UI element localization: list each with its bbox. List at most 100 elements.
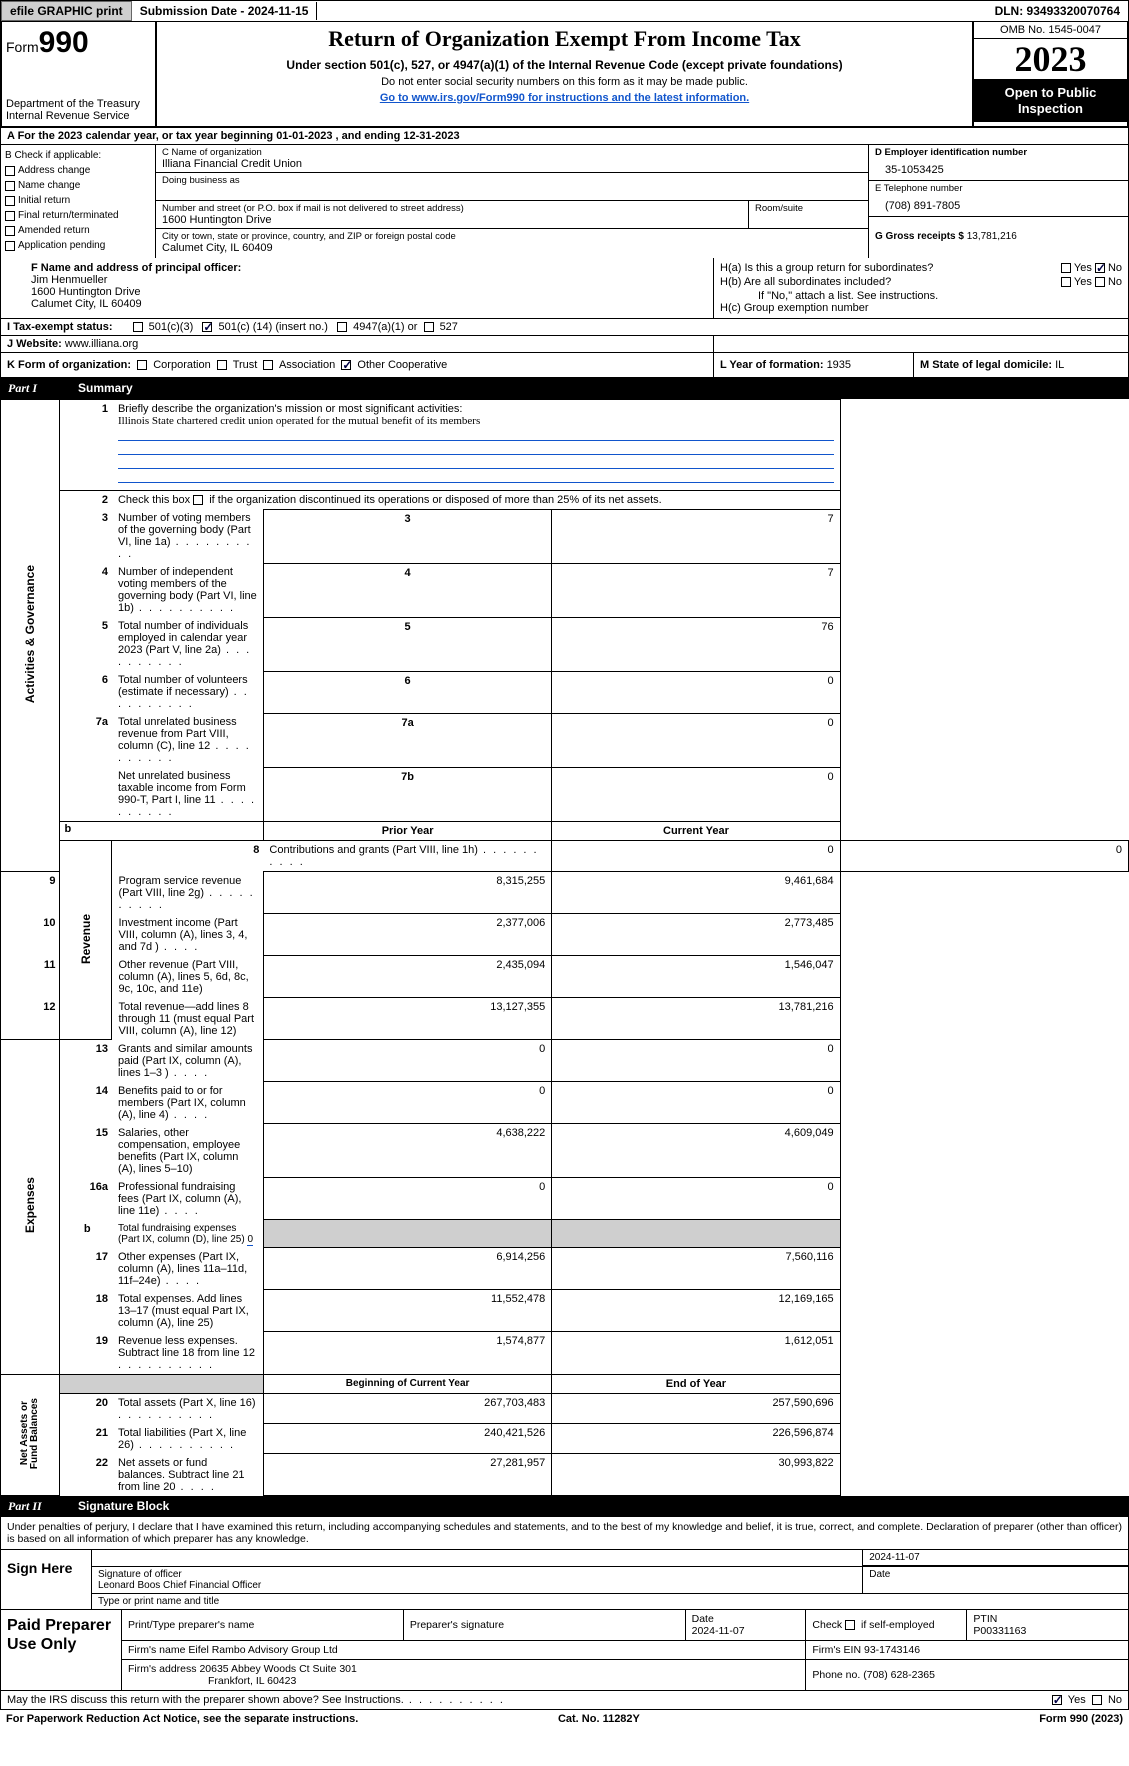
part2-header: Part IISignature Block [0,1496,1129,1517]
hdr-prior-year: Prior Year [263,822,551,841]
topbar: efile GRAPHIC print Submission Date - 20… [0,0,1129,22]
row-i-tax-status: I Tax-exempt status: 501(c)(3) 501(c) (1… [0,319,1129,336]
paid-preparer-label: Paid Preparer Use Only [1,1610,121,1690]
firm-addr1: 20635 Abbey Woods Ct Suite 301 [199,1663,356,1675]
chk-address-change[interactable]: Address change [5,164,151,178]
submission-date: Submission Date - 2024-11-15 [132,2,318,20]
dept-treasury: Department of the Treasury Internal Reve… [6,98,151,122]
telephone: (708) 891-7805 [875,194,1122,214]
principal-officer: F Name and address of principal officer:… [1,258,713,318]
ha-yes-checkbox[interactable] [1061,263,1071,273]
goto-line: Go to www.irs.gov/Form990 for instructio… [161,92,968,104]
hb-subordinates: H(b) Are all subordinates included? Yes … [720,276,1122,288]
row-16b: Total fundraising expenses (Part IX, col… [112,1220,263,1248]
hb-no-checkbox[interactable] [1095,277,1105,287]
chk-application-pending[interactable]: Application pending [5,239,151,253]
firm-ein: 93-1743146 [864,1644,920,1656]
summary-table: Activities & Governance 1 Briefly descri… [0,399,1129,1496]
chk-association[interactable] [263,360,273,370]
vtab-expenses: Expenses [1,1040,60,1375]
hdr-end: End of Year [552,1374,840,1393]
firm-addr2: Frankfort, IL 60423 [128,1675,296,1687]
sig-date-label: Date [862,1567,1128,1593]
chk-self-employed[interactable] [845,1620,855,1630]
chk-other[interactable] [341,360,351,370]
row-f-h: F Name and address of principal officer:… [0,258,1129,319]
part1-header: Part ISummary [0,378,1129,399]
hc-group-exemption: H(c) Group exemption number [720,302,1122,314]
open-inspection: Open to Public Inspection [974,79,1127,122]
ssn-note: Do not enter social security numbers on … [161,76,968,88]
chk-527[interactable] [424,322,434,332]
telephone-cell: E Telephone number (708) 891-7805 [869,181,1128,217]
omb-number: OMB No. 1545-0047 [974,22,1127,39]
row-a-tax-year: A For the 2023 calendar year, or tax yea… [0,128,1129,145]
org-name: Illiana Financial Credit Union [162,158,862,170]
chk-name-change[interactable]: Name change [5,179,151,193]
chk-4947[interactable] [337,322,347,332]
col-b-checkboxes: B Check if applicable: Address change Na… [1,145,156,258]
chk-final-return[interactable]: Final return/terminated [5,209,151,223]
gross-receipts: 13,781,216 [967,231,1017,242]
vtab-revenue: Revenue [60,841,112,1040]
hb-yes-checkbox[interactable] [1061,277,1071,287]
ha-no-checkbox[interactable] [1095,263,1105,273]
firm-name: Eifel Rambo Advisory Group Ltd [188,1644,337,1656]
preparer-date: 2024-11-07 [692,1625,745,1637]
street-address: 1600 Huntington Drive [162,214,742,226]
ein: 35-1053425 [875,158,1122,178]
hdr-beginning: Beginning of Current Year [263,1374,551,1393]
row-j-website: J Website: www.illiana.org [0,336,1129,353]
q1-mission: Illinois State chartered credit union op… [118,415,834,427]
sig-officer-label: Signature of officer [98,1569,856,1580]
preparer-sig-hdr: Preparer's signature [403,1610,685,1641]
firm-phone: (708) 628-2365 [863,1669,935,1681]
q2-discontinued: Check this box if the organization disco… [112,490,840,509]
sign-here-block: Sign Here 2024-11-07 Signature of office… [0,1550,1129,1610]
city-cell: City or town, state or province, country… [156,229,868,256]
form-number: Form990 [6,26,151,60]
discuss-row: May the IRS discuss this return with the… [0,1691,1129,1710]
vtab-net-assets: Net Assets or Fund Balances [1,1374,60,1496]
chk-corporation[interactable] [137,360,147,370]
self-employed-cell: Check if self-employed [806,1610,967,1641]
cat-no: Cat. No. 11282Y [558,1713,640,1725]
state-domicile: IL [1055,359,1064,371]
room-suite-cell: Room/suite [748,201,868,229]
year-formation: 1935 [827,359,851,371]
q1-label: Briefly describe the organization's miss… [118,403,834,415]
tax-year: 2023 [974,39,1127,79]
chk-amended-return[interactable]: Amended return [5,224,151,238]
sig-date: 2024-11-07 [862,1550,1128,1566]
ha-group-return: H(a) Is this a group return for subordin… [720,262,1122,274]
sig-intro: Under penalties of perjury, I declare th… [0,1517,1129,1550]
section-b-through-g: B Check if applicable: Address change Na… [0,145,1129,258]
discuss-yes-checkbox[interactable] [1052,1695,1062,1705]
sig-officer-name: Leonard Boos Chief Financial Officer [98,1580,856,1591]
efile-print-button[interactable]: efile GRAPHIC print [1,1,132,21]
hdr-current-year: Current Year [552,822,840,841]
hb-note: If "No," attach a list. See instructions… [720,290,1122,302]
chk-initial-return[interactable]: Initial return [5,194,151,208]
page-footer: For Paperwork Reduction Act Notice, see … [0,1710,1129,1728]
row-k-form-org: K Form of organization: Corporation Trus… [0,353,1129,378]
dba-cell: Doing business as [156,173,868,201]
chk-501c[interactable] [202,322,212,332]
col-b-header: B Check if applicable: [5,149,151,163]
street-address-cell: Number and street (or P.O. box if mail i… [156,201,748,229]
type-name-label: Type or print name and title [91,1594,1128,1609]
dln: DLN: 93493320070764 [987,2,1128,20]
discuss-no-checkbox[interactable] [1092,1695,1102,1705]
vtab-governance: Activities & Governance [1,400,60,872]
gross-receipts-cell: G Gross receipts $ 13,781,216 [869,217,1128,244]
city-state-zip: Calumet City, IL 60409 [162,242,862,254]
chk-discontinued[interactable] [193,495,203,505]
chk-trust[interactable] [217,360,227,370]
form-header: Form990 Department of the Treasury Inter… [0,22,1129,128]
paid-preparer-block: Paid Preparer Use Only Print/Type prepar… [0,1610,1129,1691]
irs-link[interactable]: www.irs.gov/Form990 [412,92,525,104]
form-title: Return of Organization Exempt From Incom… [161,26,968,52]
chk-501c3[interactable] [133,322,143,332]
website: www.illiana.org [65,338,138,350]
ein-cell: D Employer identification number 35-1053… [869,145,1128,181]
